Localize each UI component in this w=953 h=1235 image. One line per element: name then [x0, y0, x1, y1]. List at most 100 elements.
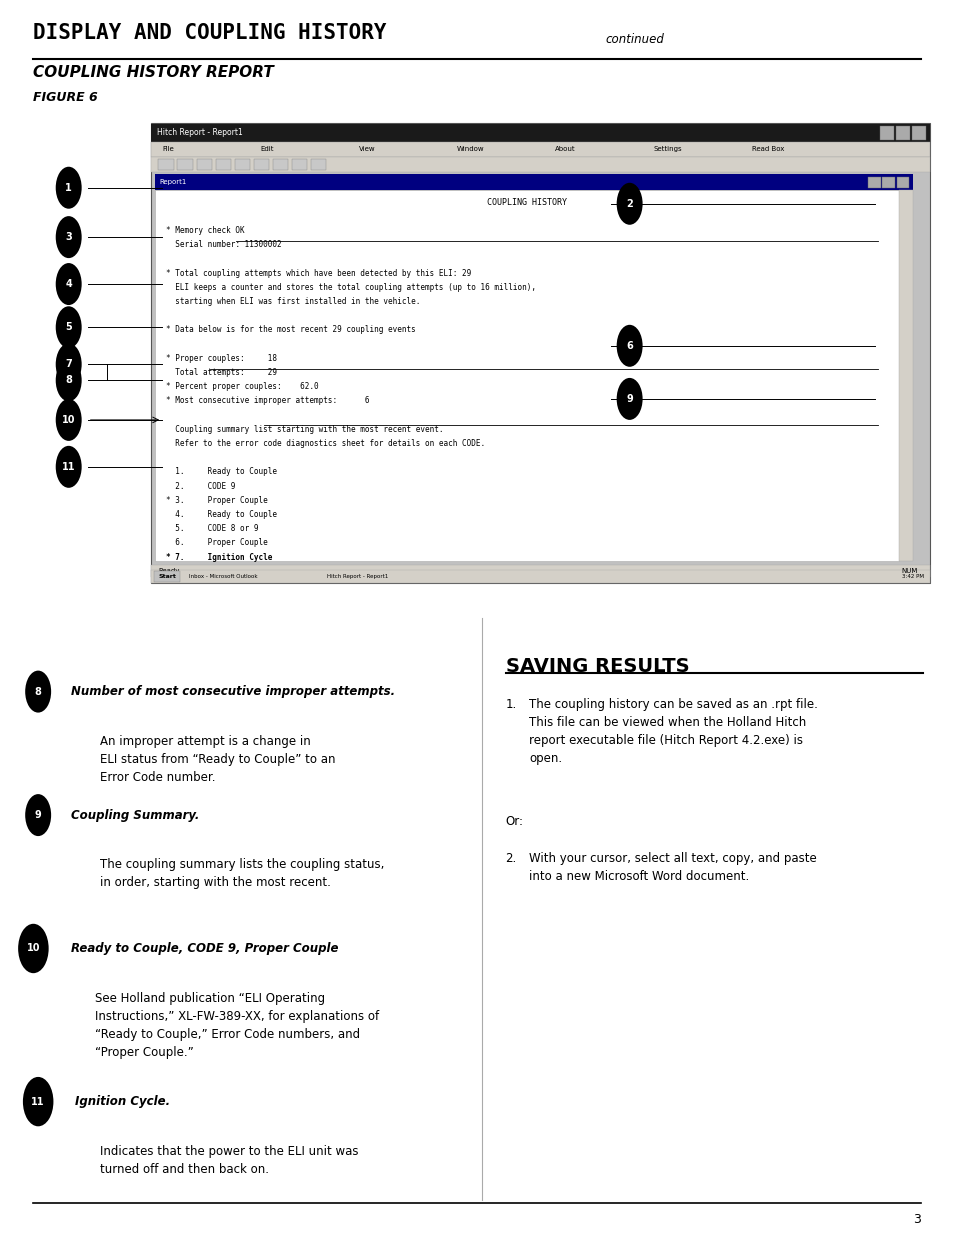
- Text: Coupling summary list starting with the most recent event.: Coupling summary list starting with the …: [166, 425, 443, 433]
- Bar: [898, 190, 912, 561]
- Text: 3: 3: [912, 1213, 920, 1226]
- Bar: [895, 126, 909, 140]
- Text: 1.     Ready to Couple: 1. Ready to Couple: [166, 467, 276, 477]
- Text: 10: 10: [62, 415, 75, 425]
- Text: COUPLING HISTORY: COUPLING HISTORY: [486, 198, 566, 206]
- Ellipse shape: [55, 167, 82, 209]
- Text: 7: 7: [65, 359, 72, 369]
- Ellipse shape: [616, 325, 642, 367]
- Text: See Holland publication “ELI Operating
Instructions,” XL-FW-389-XX, for explanat: See Holland publication “ELI Operating I…: [95, 992, 379, 1058]
- Text: 11: 11: [62, 462, 75, 472]
- Text: 5.     CODE 8 or 9: 5. CODE 8 or 9: [166, 524, 258, 534]
- Bar: [151, 157, 929, 172]
- Text: ELI keeps a counter and stores the total coupling attempts (up to 16 million),: ELI keeps a counter and stores the total…: [166, 283, 536, 291]
- Text: 10: 10: [27, 944, 40, 953]
- Text: 9: 9: [34, 810, 42, 820]
- Ellipse shape: [616, 378, 642, 420]
- Text: 2.: 2.: [505, 852, 517, 866]
- Text: Edit: Edit: [260, 147, 274, 152]
- Bar: [292, 159, 307, 170]
- Text: * Most consecutive improper attempts:      6: * Most consecutive improper attempts: 6: [166, 396, 369, 405]
- Text: With your cursor, select all text, copy, and paste
into a new Microsoft Word doc: With your cursor, select all text, copy,…: [529, 852, 817, 883]
- Text: File: File: [162, 147, 173, 152]
- Text: Ready: Ready: [158, 568, 179, 574]
- Bar: [879, 126, 893, 140]
- Text: Ready to Couple, CODE 9, Proper Couple: Ready to Couple, CODE 9, Proper Couple: [71, 942, 337, 955]
- Bar: [151, 564, 929, 578]
- Text: starting when ELI was first installed in the vehicle.: starting when ELI was first installed in…: [166, 296, 420, 306]
- Text: NUM: NUM: [901, 568, 917, 574]
- Ellipse shape: [25, 794, 51, 836]
- Text: Ignition Cycle.: Ignition Cycle.: [75, 1095, 171, 1108]
- Ellipse shape: [55, 343, 82, 385]
- Ellipse shape: [55, 399, 82, 441]
- Text: Refer to the error code diagnostics sheet for details on each CODE.: Refer to the error code diagnostics shee…: [166, 438, 485, 448]
- Text: * 7.     Ignition Cycle: * 7. Ignition Cycle: [166, 552, 273, 562]
- Text: SAVING RESULTS: SAVING RESULTS: [505, 657, 688, 676]
- Ellipse shape: [55, 263, 82, 305]
- Text: Window: Window: [456, 147, 484, 152]
- Text: Start: Start: [158, 574, 175, 579]
- Text: Coupling Summary.: Coupling Summary.: [71, 809, 198, 821]
- Ellipse shape: [55, 306, 82, 348]
- Text: 2.     CODE 9: 2. CODE 9: [166, 482, 235, 490]
- Text: View: View: [358, 147, 375, 152]
- Ellipse shape: [25, 671, 51, 713]
- Text: About: About: [555, 147, 576, 152]
- Text: Hitch Report - Report1: Hitch Report - Report1: [327, 574, 388, 579]
- Bar: [151, 142, 929, 157]
- Text: 4.     Ready to Couple: 4. Ready to Couple: [166, 510, 276, 519]
- Text: Settings: Settings: [653, 147, 681, 152]
- Text: Read Box: Read Box: [751, 147, 783, 152]
- Bar: [234, 159, 250, 170]
- Text: 9: 9: [625, 394, 633, 404]
- Text: Hitch Report - Report1: Hitch Report - Report1: [157, 128, 243, 137]
- Text: The coupling history can be saved as an .rpt file.
This file can be viewed when : The coupling history can be saved as an …: [529, 698, 818, 764]
- Text: Indicates that the power to the ELI unit was
turned off and then back on.: Indicates that the power to the ELI unit…: [100, 1145, 358, 1176]
- Text: FIGURE 6: FIGURE 6: [33, 91, 98, 105]
- Text: 8: 8: [65, 375, 72, 385]
- Bar: [151, 571, 929, 583]
- Text: 3:42 PM: 3:42 PM: [901, 574, 923, 579]
- Bar: [911, 126, 925, 140]
- Ellipse shape: [616, 183, 642, 225]
- Text: * Total coupling attempts which have been detected by this ELI: 29: * Total coupling attempts which have bee…: [166, 268, 471, 278]
- Text: 1: 1: [65, 183, 72, 193]
- Bar: [867, 177, 880, 188]
- Text: * Data below is for the most recent 29 coupling events: * Data below is for the most recent 29 c…: [166, 325, 416, 335]
- Bar: [154, 190, 898, 561]
- Ellipse shape: [23, 1077, 53, 1126]
- Ellipse shape: [18, 924, 49, 973]
- Text: 6: 6: [625, 341, 633, 351]
- Text: 11: 11: [31, 1097, 45, 1107]
- Bar: [151, 124, 929, 583]
- Text: Report1: Report1: [159, 179, 187, 185]
- Text: Total attempts:     29: Total attempts: 29: [166, 368, 276, 377]
- Text: DISPLAY AND COUPLING HISTORY: DISPLAY AND COUPLING HISTORY: [33, 23, 387, 43]
- Bar: [196, 159, 212, 170]
- Bar: [215, 159, 231, 170]
- Bar: [153, 572, 180, 582]
- Text: 5: 5: [65, 322, 72, 332]
- Text: 1.: 1.: [505, 698, 517, 711]
- Text: 6.     Proper Couple: 6. Proper Couple: [166, 538, 268, 547]
- Text: 8: 8: [34, 687, 42, 697]
- Bar: [273, 159, 288, 170]
- Text: * 3.     Proper Couple: * 3. Proper Couple: [166, 495, 268, 505]
- Bar: [896, 177, 908, 188]
- Text: The coupling summary lists the coupling status,
in order, starting with the most: The coupling summary lists the coupling …: [100, 858, 384, 889]
- Text: 3: 3: [65, 232, 72, 242]
- Text: 2: 2: [625, 199, 633, 209]
- Text: * Memory check OK: * Memory check OK: [166, 226, 244, 235]
- Bar: [253, 159, 269, 170]
- Bar: [158, 159, 173, 170]
- Ellipse shape: [55, 216, 82, 258]
- Text: continued: continued: [605, 32, 664, 46]
- Ellipse shape: [55, 446, 82, 488]
- Text: * Proper couples:     18: * Proper couples: 18: [166, 353, 276, 363]
- Text: Serial number: 11300002: Serial number: 11300002: [166, 240, 281, 249]
- Bar: [311, 159, 326, 170]
- Text: Or:: Or:: [505, 815, 523, 829]
- Bar: [177, 159, 193, 170]
- Text: COUPLING HISTORY REPORT: COUPLING HISTORY REPORT: [33, 65, 274, 80]
